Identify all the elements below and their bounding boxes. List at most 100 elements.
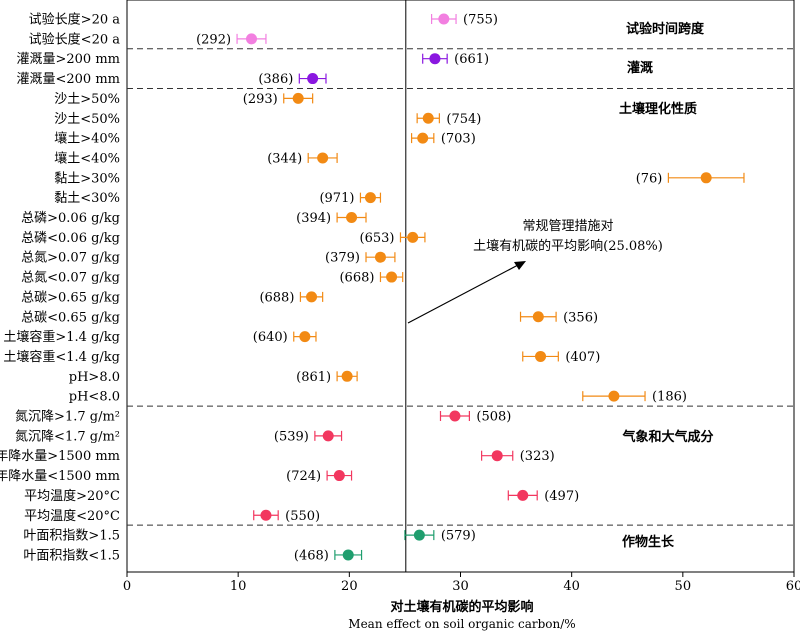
point bbox=[449, 410, 461, 422]
data-row-10 bbox=[336, 212, 367, 223]
sample-size-label: (468) bbox=[294, 548, 329, 563]
point bbox=[341, 370, 353, 382]
point bbox=[342, 549, 354, 561]
data-row-1 bbox=[236, 33, 267, 45]
group-label: 试验时间跨度 bbox=[626, 21, 705, 37]
row-label: 土壤容重>1.4 g/kg bbox=[3, 329, 120, 345]
point bbox=[491, 450, 503, 462]
point bbox=[429, 53, 441, 65]
sample-size-label: (292) bbox=[196, 32, 231, 47]
x-axis-title: 对土壤有机碳的平均影响 bbox=[390, 599, 533, 615]
sample-size-label: (861) bbox=[296, 370, 331, 385]
data-row-7 bbox=[307, 152, 338, 164]
row-label: 氮沉降>1.7 g/m² bbox=[15, 410, 120, 425]
group-label: 气象和大气成分 bbox=[622, 429, 713, 445]
row-label: 试验长度<20 a bbox=[29, 31, 121, 47]
sample-size-label: (640) bbox=[253, 330, 288, 345]
data-row-20 bbox=[439, 410, 470, 422]
row-label: 总氮<0.07 g/kg bbox=[21, 271, 120, 286]
data-row-9 bbox=[359, 192, 382, 204]
group-label: 作物生长 bbox=[622, 534, 675, 550]
point bbox=[608, 390, 620, 402]
sample-size-label: (497) bbox=[544, 489, 579, 504]
data-row-26 bbox=[404, 529, 435, 541]
sample-size-label: (394) bbox=[296, 211, 331, 226]
group-separators bbox=[127, 48, 794, 526]
x-tick-label: 60 bbox=[786, 579, 800, 594]
data-row-21 bbox=[314, 430, 343, 442]
sample-size-label: (755) bbox=[463, 13, 498, 28]
sample-size-label: (293) bbox=[243, 92, 278, 107]
row-label: 总氮>0.07 g/kg bbox=[21, 251, 120, 266]
row-label: 年降水量<1500 mm bbox=[0, 469, 120, 484]
data-row-22 bbox=[481, 450, 514, 462]
sample-size-label: (508) bbox=[476, 410, 511, 425]
sample-size-label: (356) bbox=[563, 310, 598, 325]
sample-size-label: (668) bbox=[339, 271, 374, 286]
sample-size-labels: (755) (292) (661) (386) (293) (754) (703) (344)… bbox=[196, 13, 687, 564]
group-label: 灌溉 bbox=[627, 60, 653, 76]
data-row-23 bbox=[326, 470, 353, 482]
data-row-12 bbox=[365, 251, 396, 263]
point bbox=[307, 73, 319, 85]
row-label: 壤土<40% bbox=[54, 150, 120, 166]
row-label: 总碳<0.65 g/kg bbox=[21, 310, 120, 325]
sample-size-label: (407) bbox=[565, 350, 600, 365]
point bbox=[333, 470, 345, 482]
row-labels: 试验长度>20 a 试验长度<20 a 灌溉量>200 mm 灌溉量<200 mm 沙土… bbox=[0, 12, 120, 564]
data-row-14 bbox=[299, 291, 324, 303]
data-row-16 bbox=[293, 331, 317, 343]
point bbox=[532, 311, 544, 323]
x-tick-label: 30 bbox=[452, 579, 469, 594]
row-label: 平均温度<20°C bbox=[24, 508, 120, 524]
x-tick-label: 20 bbox=[341, 579, 358, 594]
row-label: 灌溉量<200 mm bbox=[17, 72, 121, 87]
x-tick-label: 0 bbox=[123, 579, 131, 594]
annotation-line-1: 常规管理措施对 bbox=[522, 219, 613, 234]
sample-size-label: (76) bbox=[636, 171, 663, 186]
point bbox=[260, 509, 272, 521]
point bbox=[292, 92, 304, 104]
sample-size-label: (379) bbox=[325, 251, 360, 266]
point bbox=[317, 152, 329, 164]
data-row-24 bbox=[507, 489, 538, 501]
row-label: 总磷>0.06 g/kg bbox=[21, 211, 120, 226]
row-label: 沙土>50% bbox=[54, 92, 120, 107]
x-tick-label: 10 bbox=[230, 579, 247, 594]
data-row-18 bbox=[336, 370, 358, 382]
sample-size-label: (653) bbox=[360, 231, 395, 246]
row-label: 黏土>30% bbox=[54, 170, 120, 186]
point bbox=[438, 13, 450, 25]
row-label: 灌溉量>200 mm bbox=[17, 52, 121, 67]
data-row-3 bbox=[298, 73, 327, 85]
row-label: 总碳>0.65 g/kg bbox=[21, 290, 120, 305]
sample-size-label: (754) bbox=[446, 112, 481, 127]
point bbox=[299, 331, 311, 343]
row-label: 壤土>40% bbox=[54, 131, 120, 147]
annotation: 常规管理措施对 土壤有机碳的平均影响(25.08%) bbox=[407, 219, 663, 324]
point bbox=[364, 192, 376, 204]
data-row-4 bbox=[283, 92, 314, 104]
sample-size-label: (703) bbox=[441, 132, 476, 147]
data-row-17 bbox=[522, 350, 559, 362]
data-row-13 bbox=[379, 271, 404, 283]
row-label: 试验长度>20 a bbox=[29, 12, 121, 28]
row-label: 叶面积指数>1.5 bbox=[23, 529, 120, 544]
point bbox=[374, 251, 386, 263]
row-label: 年降水量>1500 mm bbox=[0, 449, 120, 464]
sample-size-label: (386) bbox=[258, 72, 293, 87]
row-label: 沙土<50% bbox=[54, 112, 120, 127]
sample-size-label: (971) bbox=[319, 191, 354, 206]
point bbox=[413, 529, 425, 541]
annotation-arrow bbox=[407, 264, 519, 324]
data-row-0 bbox=[430, 13, 457, 25]
data-row-8 bbox=[667, 172, 745, 184]
point bbox=[407, 231, 419, 243]
x-axis-title-en: Mean effect on soil organic carbon/% bbox=[348, 617, 575, 631]
data-row-5 bbox=[416, 112, 440, 124]
point bbox=[535, 350, 547, 362]
point bbox=[346, 212, 358, 223]
annotation-line-2: 土壤有机碳的平均影响(25.08%) bbox=[473, 238, 663, 254]
point bbox=[422, 112, 434, 124]
